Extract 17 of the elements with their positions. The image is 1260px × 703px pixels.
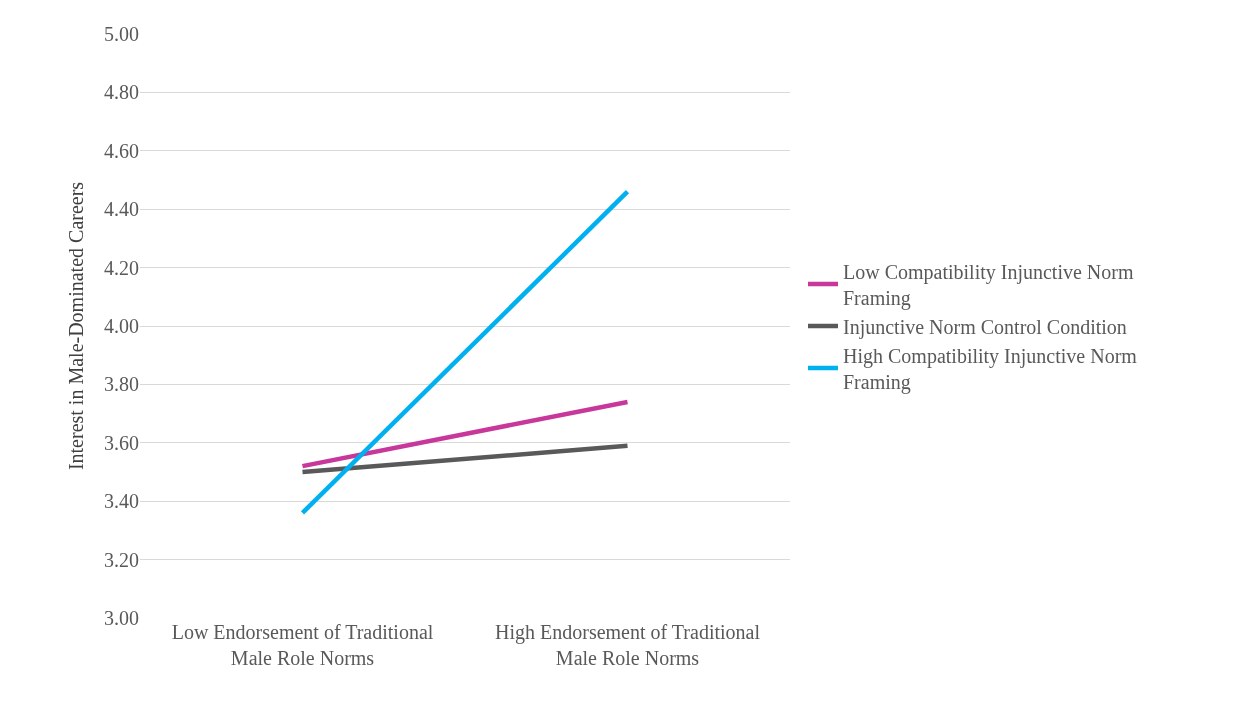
y-tick-label: 3.00 <box>104 607 139 629</box>
y-tick-label: 3.20 <box>104 548 139 571</box>
legend-label: Low Compatibility Injunctive Norm Framing <box>843 260 1134 310</box>
y-tick-label: 4.80 <box>104 81 139 104</box>
y-tick-label: 4.20 <box>104 256 139 279</box>
legend-label: Injunctive Norm Control Condition <box>843 315 1127 339</box>
x-tick-label: High Endorsement of Traditional Male Role Norms <box>495 621 761 669</box>
legend-label: High Compatibility Injunctive Norm Framing <box>843 344 1138 394</box>
y-tick-label: 4.40 <box>104 198 139 221</box>
y-axis-title: Interest in Male-Dominated Careers <box>64 181 87 471</box>
x-tick-label: Low Endorsement of Traditional Male Role Norms <box>171 621 434 669</box>
y-tick-label: 3.60 <box>104 431 139 454</box>
y-tick-label: 5.00 <box>104 23 139 45</box>
y-tick-label: 3.40 <box>104 490 139 513</box>
y-tick-label: 4.60 <box>104 139 139 162</box>
y-tick-label: 4.00 <box>104 315 139 337</box>
y-tick-label: 3.80 <box>104 373 139 396</box>
